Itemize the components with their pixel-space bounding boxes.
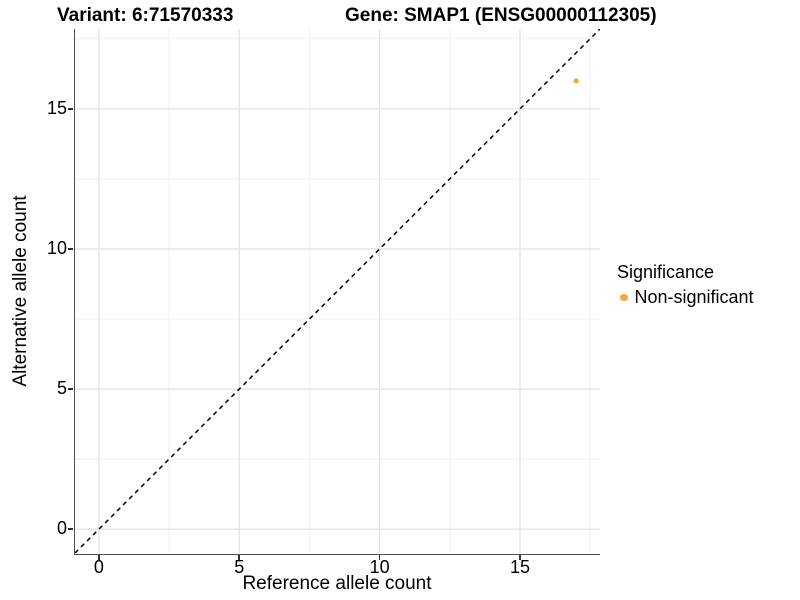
legend-title: Significance xyxy=(617,262,715,282)
plot-canvas xyxy=(74,29,600,553)
plot-panel xyxy=(73,29,600,555)
x-tick-mark xyxy=(378,555,381,560)
x-axis-title: Reference allele count xyxy=(242,573,432,594)
x-tick-label: 10 xyxy=(369,557,390,577)
legend: Significance Non-significant xyxy=(615,262,754,308)
legend-item-non-significant: Non-significant xyxy=(615,287,754,308)
data-point xyxy=(573,78,579,84)
plot-title-gene: Gene: SMAP1 (ENSG00000112305) xyxy=(345,5,657,26)
x-tick-mark xyxy=(519,555,521,560)
x-tick-label: 15 xyxy=(509,557,530,577)
plot-title-variant: Variant: 6:71570333 xyxy=(57,5,234,26)
y-tick-label: 0 xyxy=(56,518,67,539)
y-axis-title: Alternative allele count xyxy=(10,195,31,387)
y-tick-mark xyxy=(68,388,73,390)
y-tick-label: 15 xyxy=(46,97,67,118)
x-tick-label: 5 xyxy=(234,557,245,577)
legend-item-label: Non-significant xyxy=(634,287,754,307)
y-tick-mark xyxy=(68,108,73,110)
y-tick-mark xyxy=(68,528,73,530)
y-tick-mark xyxy=(68,248,73,250)
x-tick-label: 0 xyxy=(93,557,104,577)
legend-dot-icon xyxy=(620,293,628,302)
x-tick-mark xyxy=(238,555,240,560)
x-tick-mark xyxy=(98,555,100,560)
y-tick-label: 10 xyxy=(46,238,67,259)
y-tick-label: 5 xyxy=(56,378,67,399)
identity-reference-line xyxy=(74,29,600,553)
